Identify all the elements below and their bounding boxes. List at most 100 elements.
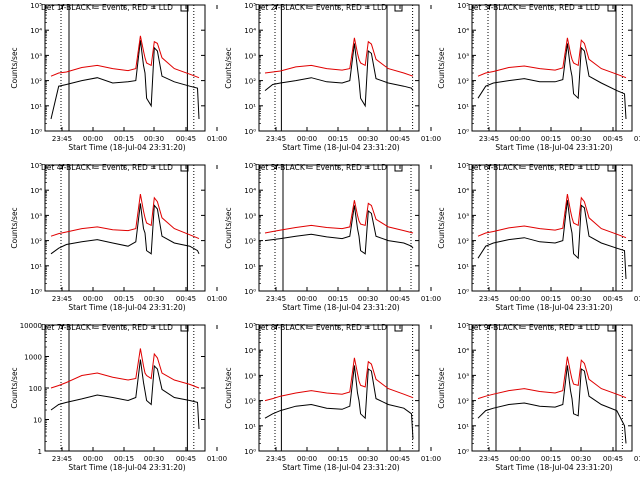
panel-title: Det 2f-BLACK = Events, RED = LLD [255, 3, 387, 12]
x-tick-label: 00:45 [603, 135, 623, 143]
panel-det-9: Det 9f-BLACK = Events, RED = LLD 10⁰ 10¹ 10… [437, 322, 640, 472]
x-tick-label: 01:00 [634, 455, 640, 463]
x-axis-label: Start Time (18-Jul-04 23:31:20) [68, 143, 185, 152]
y-tick-label: 10⁴ [30, 27, 42, 35]
series-lld-line [50, 35, 200, 79]
x-tick-label: 00:30 [571, 135, 591, 143]
y-tick-label: 10³ [244, 52, 256, 60]
x-axis-label: Start Time (18-Jul-04 23:31:20) [495, 463, 612, 472]
panel-det-6: Det 6f-BLACK = Events, RED = LLD 10⁰ 10¹ 10… [437, 162, 640, 312]
y-tick-label: 10⁵ [30, 2, 42, 10]
x-tick-label: 23:45 [52, 295, 72, 303]
x-tick-label: 01:00 [421, 295, 441, 303]
y-tick-label: 10⁵ [244, 322, 256, 330]
x-tick-label: 00:45 [176, 295, 196, 303]
x-tick-label: 00:45 [603, 295, 623, 303]
x-axis-label: Start Time (18-Jul-04 23:31:20) [68, 463, 185, 472]
y-tick-label: 10⁰ [244, 128, 256, 136]
x-tick-label: 23:45 [266, 295, 286, 303]
series-lld-line [477, 356, 627, 400]
y-axis-label: Counts/sec [224, 47, 233, 88]
x-tick-label: 00:45 [390, 135, 410, 143]
x-tick-label: 00:45 [176, 455, 196, 463]
series-events-line [264, 205, 414, 255]
y-tick-label: 10¹ [30, 103, 42, 111]
panel-title: Det 5f-BLACK = Events, RED = LLD [255, 163, 387, 172]
plot-frame [471, 164, 633, 292]
x-tick-label: 00:00 [83, 455, 103, 463]
y-tick-label: 10² [244, 78, 256, 86]
y-tick-label: 10³ [244, 212, 256, 220]
x-tick-label: 00:15 [541, 455, 561, 463]
series-lld-line [477, 37, 627, 79]
x-tick-label: 23:45 [266, 135, 286, 143]
y-tick-label: 10¹ [244, 103, 256, 111]
y-tick-label: 10¹ [30, 263, 42, 271]
y-tick-label: 10⁵ [457, 322, 469, 330]
x-tick-label: 01:00 [207, 135, 227, 143]
x-tick-label: 00:00 [297, 295, 317, 303]
panel-det-2: Det 2f-BLACK = Events, RED = LLD 10⁰ 10¹ 10… [224, 2, 441, 152]
x-tick-label: 00:30 [571, 455, 591, 463]
y-tick-label: 10² [30, 78, 42, 86]
x-tick-label: 01:00 [421, 455, 441, 463]
x-tick-label: 00:15 [328, 455, 348, 463]
x-axis-label: Start Time (18-Jul-04 23:31:20) [282, 143, 399, 152]
y-tick-label: 10⁴ [457, 187, 469, 195]
x-axis-label: Start Time (18-Jul-04 23:31:20) [495, 143, 612, 152]
x-axis-label: Start Time (18-Jul-04 23:31:20) [282, 303, 399, 312]
y-tick-label: 10⁰ [457, 288, 469, 296]
x-tick-label: 00:00 [83, 295, 103, 303]
y-tick-label: 10⁴ [244, 187, 256, 195]
y-tick-label: 10¹ [457, 423, 469, 431]
y-tick-label: 10 [33, 417, 42, 425]
panel-title: Det 6f-BLACK = Events, RED = LLD [468, 163, 600, 172]
x-tick-label: 00:00 [510, 455, 530, 463]
series-lld-line [50, 348, 200, 389]
legend-box [180, 324, 189, 332]
y-tick-label: 10¹ [457, 103, 469, 111]
y-tick-label: 10² [457, 398, 469, 406]
series-lld-line [264, 200, 414, 234]
panel-title: Det 3f-BLACK = Events, RED = LLD [468, 3, 600, 12]
x-tick-label: 01:00 [421, 135, 441, 143]
x-tick-label: 23:45 [479, 295, 499, 303]
legend-box [607, 164, 616, 172]
y-tick-label: 1 [38, 448, 42, 456]
y-tick-label: 10⁵ [244, 162, 256, 170]
x-tick-label: 00:30 [571, 295, 591, 303]
y-axis-label: Counts/sec [437, 367, 446, 408]
y-tick-label: 10⁰ [457, 128, 469, 136]
x-axis-label: Start Time (18-Jul-04 23:31:20) [68, 303, 185, 312]
y-tick-label: 10⁵ [244, 2, 256, 10]
y-tick-label: 10³ [457, 52, 469, 60]
legend-box [394, 164, 403, 172]
panel-title: Det 9f-BLACK = Events, RED = LLD [468, 323, 600, 332]
y-tick-label: 10² [30, 238, 42, 246]
y-tick-label: 10³ [457, 372, 469, 380]
x-tick-label: 00:15 [328, 295, 348, 303]
x-tick-label: 00:30 [358, 135, 378, 143]
y-tick-label: 10⁰ [244, 288, 256, 296]
legend-box [180, 4, 189, 12]
panel-det-5: Det 5f-BLACK = Events, RED = LLD 10⁰ 10¹ 10… [224, 162, 441, 312]
y-tick-label: 10¹ [244, 263, 256, 271]
y-axis-label: Counts/sec [10, 207, 19, 248]
y-tick-label: 10² [244, 398, 256, 406]
plot-frame [258, 164, 420, 292]
panel-title: Det 1f-BLACK = Events, RED = LLD [41, 3, 173, 12]
y-tick-label: 10⁰ [457, 448, 469, 456]
y-axis-label: Counts/sec [437, 207, 446, 248]
x-tick-label: 00:00 [510, 295, 530, 303]
legend-box [394, 324, 403, 332]
x-tick-label: 23:45 [52, 135, 72, 143]
x-tick-label: 00:15 [541, 295, 561, 303]
panel-det-3: Det 3f-BLACK = Events, RED = LLD 10⁰ 10¹ 10… [437, 2, 640, 152]
y-tick-label: 100 [29, 385, 42, 393]
x-tick-label: 00:45 [603, 455, 623, 463]
x-tick-label: 01:00 [207, 455, 227, 463]
y-tick-label: 10² [457, 238, 469, 246]
x-axis-label: Start Time (18-Jul-04 23:31:20) [282, 463, 399, 472]
panel-det-7: Det 7f-BLACK = Events, RED = LLD 1 10 100 10… [10, 322, 227, 472]
